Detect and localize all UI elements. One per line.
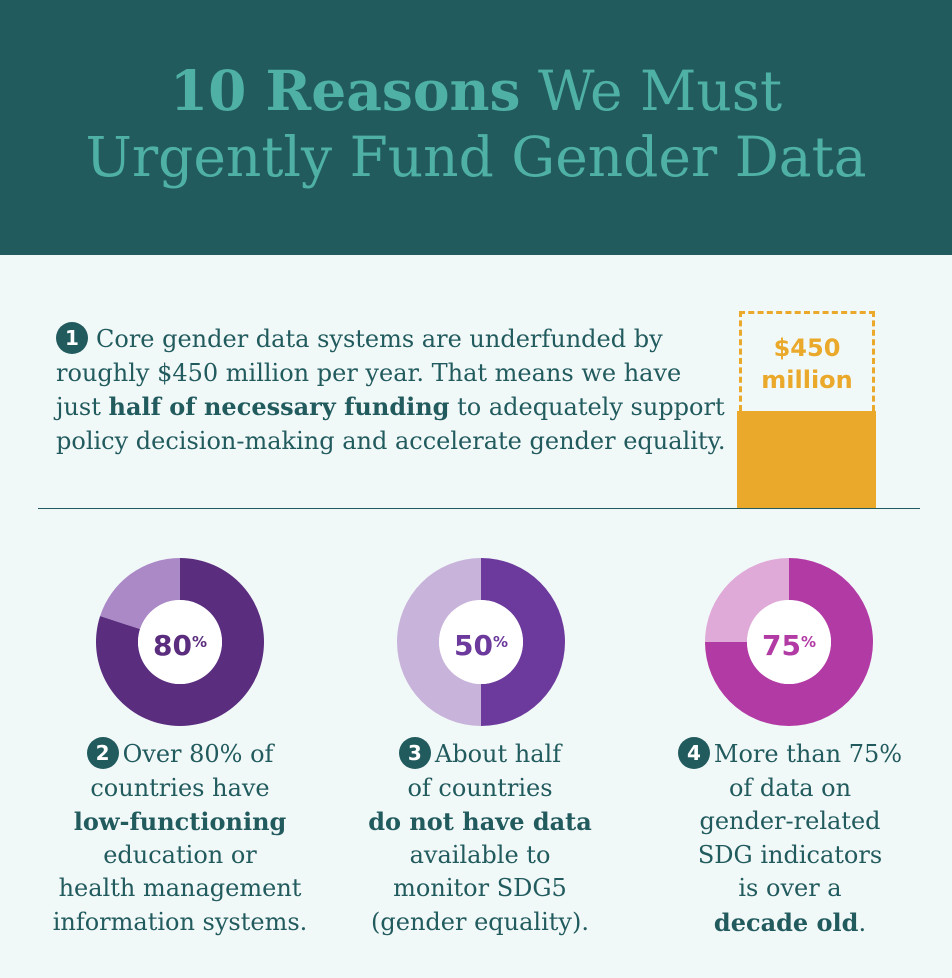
reason-3-line-4: available to [409,840,551,869]
donut-75-value: 75 [762,629,801,662]
reason-2-line-4: education or [103,840,257,869]
reason-4-line-3: gender-related [699,807,881,835]
reason-4-text: 4 More than 75% of data on gender-related… [640,737,940,940]
donut-75-label: 75% [705,622,873,666]
donut-75-slice-0 [705,558,873,726]
donut-80-slice-0 [96,558,264,726]
header-banner: 10 Reasons We Must Urgently Fund Gender … [0,0,952,255]
reason-1-text-before: Core gender data systems are underfunded… [56,325,682,421]
reason-1-text: 1 Core gender data systems are underfunde… [56,322,726,458]
donut-chart-75-svg [705,558,873,726]
reason-3-bold: do not have data [368,807,592,836]
reason-1-number-badge: 1 [56,322,88,354]
reason-4-number-badge: 4 [677,737,710,769]
section-divider [38,508,920,509]
reason-2-number-badge: 2 [86,737,119,769]
reason-4-line-1-text: More than 75% [713,740,903,768]
reason-4-bold: decade old [713,907,859,937]
reason-2-bold: low-functioning [73,807,287,836]
title-bold-part: 10 Reasons [169,58,521,123]
funding-gap-box: $450 million [739,311,875,411]
donut-chart-80: 80% [96,558,264,726]
reason-3-line-2: of countries [407,773,553,802]
title-line-1: 10 Reasons We Must [0,58,952,124]
reason-4-line-4: SDG indicators [697,840,883,869]
donut-50-value: 50 [454,629,493,662]
donut-80-value: 80 [153,629,192,662]
donut-80-hole [138,600,222,684]
reason-3-text: 3 About half of countries do not have dat… [330,737,630,939]
reason-4-end: . [858,908,867,937]
donut-50-hole [439,600,523,684]
donut-80-unit: % [191,633,207,651]
reason-2-text: 2 Over 80% of countries have low-function… [30,737,330,939]
donut-chart-50: 50% [397,558,565,726]
title-rest-part: We Must [537,59,783,123]
reason-4-line-2: of data on [728,773,852,802]
reason-1-text-after: to adequately support policy decision-ma… [56,393,726,455]
reason-2-line-5: health management [58,874,302,902]
funding-gap-unit: million [761,366,853,394]
reason-3-line-5: monitor SDG5 [393,874,567,902]
funding-gap-amount: $450 [773,334,841,362]
reason-3-number-badge: 3 [398,737,431,769]
donut-chart-80-svg [96,558,264,726]
reason-3-line-1: 3 About half [330,737,630,772]
reason-2-line-1: 2 Over 80% of [30,737,330,772]
title-line-2: Urgently Fund Gender Data [85,125,867,189]
reason-4-line-6: decade old. [640,906,940,941]
reason-1-text-bold: half of necessary funding [108,392,450,421]
funding-gap-label: $450 million [742,332,872,396]
donut-75-hole [747,600,831,684]
donut-50-unit: % [492,633,508,651]
donut-80-label: 80% [96,622,264,666]
donut-50-label: 50% [397,622,565,666]
reason-3-line-1-text: About half [434,740,562,768]
donut-75-unit: % [800,633,816,651]
donut-chart-75: 75% [705,558,873,726]
reason-2-line-1-text: Over 80% of [122,740,274,768]
reason-2-line-6: information systems. [52,907,308,936]
donut-80-slice-1 [100,558,180,630]
reason-2-line-2: countries have [90,773,270,802]
reason-3-line-6: (gender equality). [371,907,589,936]
reason-4-line-1: 4 More than 75% [640,737,940,772]
page-title: 10 Reasons We Must Urgently Fund Gender … [0,58,952,190]
donut-75-slice-1 [705,558,789,642]
funding-current-bar [737,411,876,509]
reason-4-line-5: is over a [738,874,842,902]
donut-chart-50-svg [397,558,565,726]
